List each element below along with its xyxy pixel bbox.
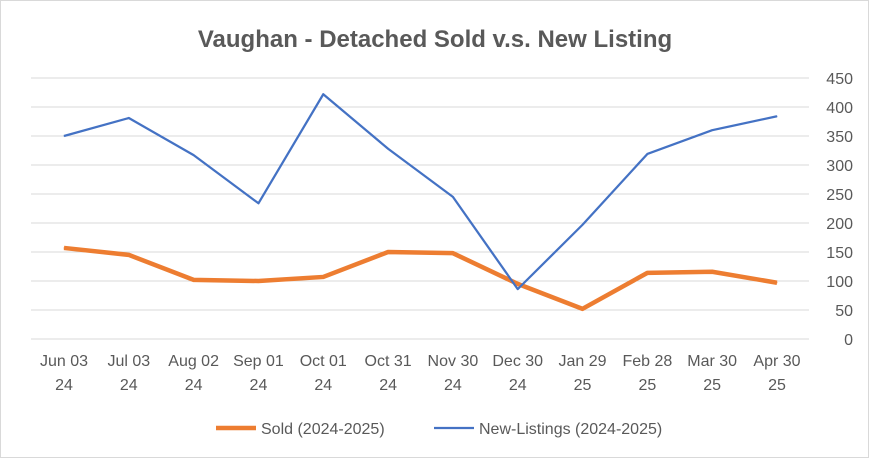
data-point [646,153,648,155]
y-tick-label: 200 [826,216,853,233]
chart-title: Vaughan - Detached Sold v.s. New Listing [198,26,672,53]
x-tick-label-year: 24 [120,377,138,394]
y-tick-label: 300 [826,158,853,175]
data-point [257,202,259,204]
y-tick-label: 0 [844,332,853,349]
x-tick-label-year: 24 [185,377,203,394]
data-point [452,196,454,198]
x-tick-label: Sep 01 [233,353,284,370]
series-line-new-listings [63,93,778,291]
y-tick-label: 150 [826,245,853,262]
x-tick-label-year: 24 [314,377,332,394]
x-tick-label-year: 24 [55,377,73,394]
data-point [711,129,713,131]
x-tick-label-year: 25 [574,377,592,394]
data-point [128,254,130,256]
data-point [257,280,259,282]
legend-label: Sold (2024-2025) [261,421,385,438]
data-point [582,308,584,310]
x-tick-label-year: 24 [379,377,397,394]
y-tick-label: 50 [835,303,853,320]
x-tick-label: Feb 28 [622,353,672,370]
data-point [193,279,195,281]
data-point [193,154,195,156]
data-point [582,224,584,226]
x-tick-label: Aug 02 [168,353,219,370]
x-tick-label: Mar 30 [687,353,737,370]
x-tick-label: Apr 30 [753,353,800,370]
legend-label: New-Listings (2024-2025) [479,421,662,438]
x-tick-label-year: 24 [509,377,527,394]
x-tick-label-year: 24 [444,377,462,394]
y-tick-label: 450 [826,71,853,88]
data-point [646,272,648,274]
x-tick-label: Jul 03 [107,353,150,370]
x-tick-label-year: 24 [250,377,268,394]
data-point [387,251,389,253]
data-point [776,282,778,284]
y-tick-label: 350 [826,129,853,146]
x-tick-label-year: 25 [703,377,721,394]
data-point [128,117,130,119]
data-point [711,271,713,273]
x-tick-label: Oct 31 [365,353,412,370]
x-tick-label: Nov 30 [428,353,479,370]
data-point [63,135,65,137]
data-point [322,93,324,95]
x-tick-label-year: 25 [638,377,656,394]
x-tick-label: Jan 29 [559,353,607,370]
x-tick-label: Dec 30 [492,353,543,370]
data-point [452,252,454,254]
y-tick-label: 100 [826,274,853,291]
data-point [322,276,324,278]
y-tick-label: 400 [826,100,853,117]
x-tick-label: Oct 01 [300,353,347,370]
y-tick-label: 250 [826,187,853,204]
data-point [776,115,778,117]
x-tick-label: Jun 03 [40,353,88,370]
data-point [387,148,389,150]
data-point [517,288,519,290]
series-line-sold [63,245,778,312]
data-point [63,247,65,249]
x-tick-label-year: 25 [768,377,786,394]
data-point [517,283,519,285]
